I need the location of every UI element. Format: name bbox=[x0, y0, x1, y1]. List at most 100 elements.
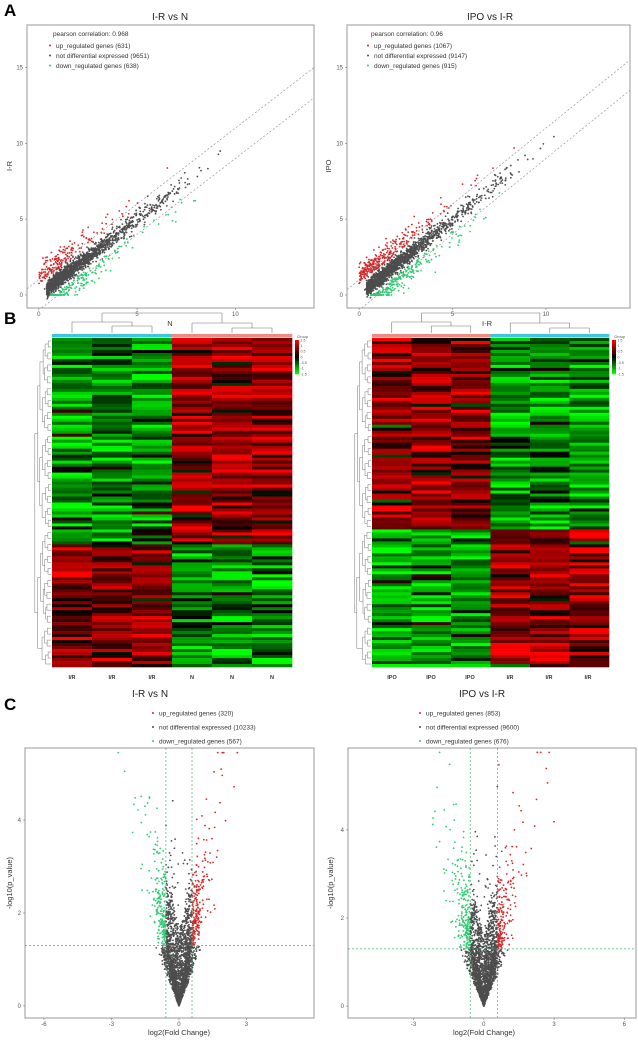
heatmap-cell bbox=[132, 409, 173, 414]
heatmap-cell bbox=[92, 376, 133, 381]
data-point bbox=[52, 288, 55, 291]
colorbar-segment bbox=[295, 372, 299, 375]
data-point bbox=[158, 198, 161, 200]
data-point bbox=[198, 166, 201, 169]
data-point bbox=[445, 232, 447, 235]
row-dendrogram-branch bbox=[47, 364, 51, 372]
heatmap-cell bbox=[212, 457, 253, 461]
heatmap-cell bbox=[172, 601, 213, 605]
heatmap-cell bbox=[252, 532, 293, 536]
data-point bbox=[69, 240, 71, 243]
row-dendrogram-branch bbox=[44, 535, 48, 548]
heatmap-column-labels: IPO IPO IPO I/R I/R I/R bbox=[387, 675, 591, 681]
heatmap-cell bbox=[52, 592, 93, 596]
data-point bbox=[377, 275, 379, 278]
data-point bbox=[421, 248, 424, 251]
data-point bbox=[56, 267, 59, 269]
data-point bbox=[461, 183, 464, 186]
data-point bbox=[430, 229, 433, 232]
data-point bbox=[414, 247, 416, 249]
data-point bbox=[61, 280, 64, 282]
data-point bbox=[404, 254, 407, 256]
data-point bbox=[55, 255, 58, 257]
heatmap-cell bbox=[132, 583, 173, 587]
heatmap-cell bbox=[92, 523, 133, 527]
data-point bbox=[433, 227, 436, 230]
data-point bbox=[107, 246, 110, 249]
data-point bbox=[146, 195, 149, 198]
data-point bbox=[112, 231, 115, 234]
heatmap-cell bbox=[92, 631, 133, 635]
data-point bbox=[384, 272, 387, 274]
heatmap-cell bbox=[52, 427, 93, 432]
data-point bbox=[81, 234, 84, 237]
heatmap-cell bbox=[252, 427, 293, 432]
data-point bbox=[63, 281, 65, 284]
heatmap-cell bbox=[92, 361, 133, 366]
heatmap-cell bbox=[52, 526, 93, 530]
data-point bbox=[93, 281, 96, 284]
data-point bbox=[459, 234, 462, 237]
heatmap-cell bbox=[252, 445, 293, 449]
heatmap-cell bbox=[252, 520, 293, 524]
heatmap-cell bbox=[92, 338, 133, 342]
data-point bbox=[72, 267, 75, 270]
heatmap-cell bbox=[252, 406, 293, 411]
x-tick-label: 0 bbox=[357, 312, 361, 318]
legend: up_regulated genes (853) not differentia… bbox=[419, 711, 519, 746]
column-label: IPO bbox=[465, 675, 475, 681]
heatmap-cell bbox=[172, 400, 213, 405]
data-point bbox=[392, 253, 395, 256]
data-point bbox=[74, 263, 77, 266]
data-point bbox=[77, 261, 80, 264]
data-point bbox=[460, 209, 463, 212]
data-point bbox=[72, 270, 75, 273]
data-point bbox=[384, 275, 386, 278]
data-point bbox=[431, 237, 434, 240]
data-point bbox=[73, 241, 76, 244]
heatmap-cell bbox=[252, 634, 293, 638]
heatmap-cell bbox=[172, 610, 213, 614]
heatmap-cell bbox=[132, 478, 173, 482]
heatmap-cell bbox=[132, 400, 173, 405]
heatmap-cell bbox=[252, 547, 293, 551]
heatmap-cell bbox=[212, 430, 253, 435]
data-point bbox=[111, 226, 114, 229]
data-point bbox=[444, 230, 447, 233]
colorbar-title: Group bbox=[614, 334, 626, 339]
data-point bbox=[150, 207, 153, 210]
heatmap-cell bbox=[132, 340, 173, 345]
data-point bbox=[409, 261, 411, 263]
data-point bbox=[417, 233, 420, 236]
data-point bbox=[385, 251, 388, 254]
data-point bbox=[368, 289, 371, 292]
heatmap-cell bbox=[132, 412, 173, 417]
data-point bbox=[495, 182, 497, 185]
heatmap-cell bbox=[92, 571, 133, 575]
data-point bbox=[474, 179, 477, 182]
data-point bbox=[54, 289, 57, 292]
data-point bbox=[77, 282, 80, 285]
heatmap-cell bbox=[212, 508, 253, 512]
data-point bbox=[95, 250, 98, 253]
data-point bbox=[42, 257, 44, 259]
data-point bbox=[390, 260, 393, 263]
heatmap-cell bbox=[212, 343, 253, 348]
heatmap-cell bbox=[132, 577, 173, 581]
data-point bbox=[417, 222, 420, 224]
data-point bbox=[402, 272, 405, 274]
heatmap-cell bbox=[172, 652, 213, 656]
heatmap-cell bbox=[252, 607, 293, 611]
data-point bbox=[150, 210, 153, 213]
heatmap-cell bbox=[212, 517, 253, 521]
heatmap-cell bbox=[252, 418, 293, 423]
heatmap-cell bbox=[52, 529, 93, 533]
data-point bbox=[87, 239, 90, 241]
heatmap-cell bbox=[92, 625, 133, 629]
heatmap-cell bbox=[212, 628, 253, 632]
heatmap-cell bbox=[52, 376, 93, 381]
heatmap-cell bbox=[52, 397, 93, 402]
data-point bbox=[475, 195, 478, 198]
data-point bbox=[92, 255, 95, 258]
data-point bbox=[132, 225, 135, 227]
